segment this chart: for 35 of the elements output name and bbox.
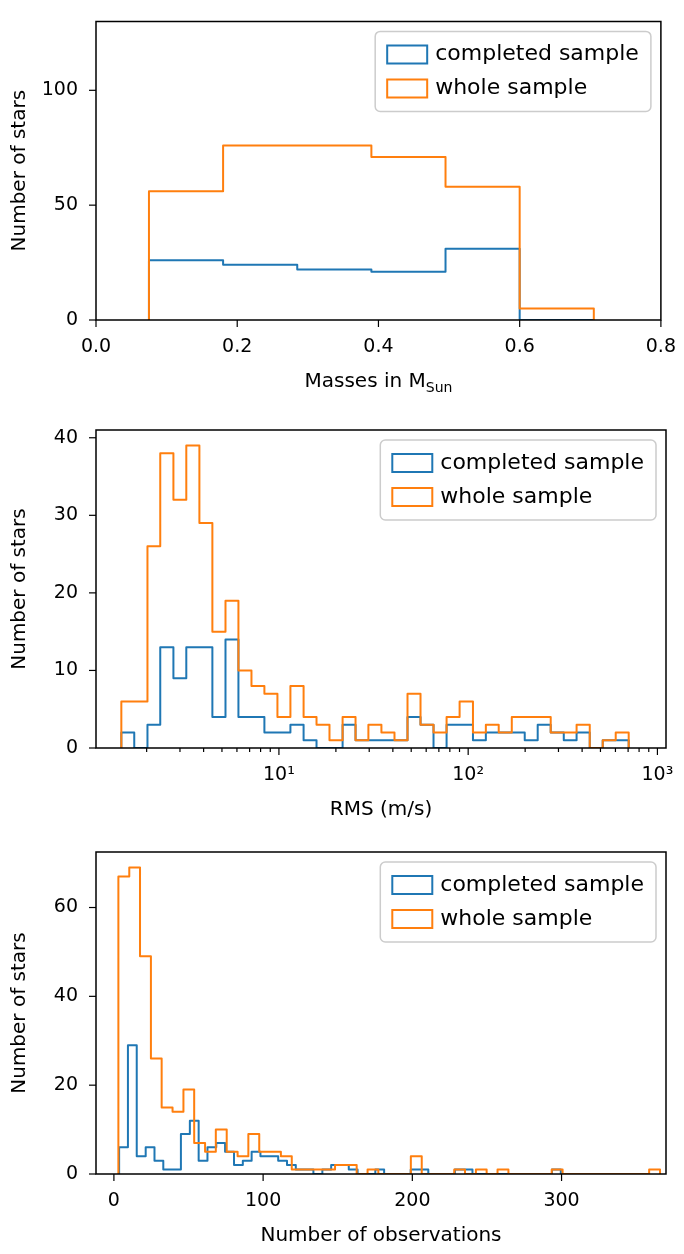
x-tick-label: 200 — [394, 1188, 431, 1211]
legend-label: whole sample — [435, 74, 588, 100]
y-tick-label: 10 — [53, 657, 78, 680]
x-tick-label: 10² — [452, 762, 485, 785]
legend-label: whole sample — [440, 482, 593, 508]
y-tick-label: 0 — [65, 1160, 78, 1183]
x-tick-label: 10³ — [641, 762, 674, 785]
x-axis-title: Number of observations — [260, 1222, 502, 1247]
y-tick-label: 50 — [53, 192, 78, 215]
legend-label: completed sample — [440, 448, 645, 474]
x-tick-label: 0 — [107, 1188, 120, 1211]
y-tick-label: 20 — [53, 1072, 78, 1095]
y-axis-title: Number of stars — [6, 932, 31, 1094]
x-tick-label: 10¹ — [263, 762, 295, 785]
y-axis-title: Number of stars — [6, 508, 31, 670]
y-tick-label: 20 — [53, 579, 78, 602]
y-tick-label: 60 — [53, 894, 78, 917]
legend-label: completed sample — [440, 870, 645, 896]
y-tick-label: 40 — [53, 424, 78, 447]
x-tick-label: 300 — [543, 1188, 580, 1211]
x-tick-label: 0.8 — [645, 334, 676, 357]
legend-label: completed sample — [435, 40, 639, 66]
y-tick-label: 0 — [65, 306, 78, 329]
x-axis-title: RMS (m/s) — [329, 796, 433, 821]
y-axis-title: Number of stars — [6, 89, 31, 252]
x-tick-label: 100 — [244, 1188, 282, 1211]
y-tick-label: 30 — [53, 502, 78, 525]
x-tick-label: 0.0 — [80, 334, 112, 357]
y-tick-label: 0 — [65, 734, 78, 757]
legend-label: whole sample — [440, 904, 593, 930]
x-tick-label: 0.6 — [504, 334, 535, 357]
x-tick-label: 0.2 — [222, 334, 253, 357]
y-tick-label: 40 — [53, 983, 78, 1006]
y-tick-label: 100 — [41, 77, 78, 100]
x-tick-label: 0.4 — [363, 334, 394, 357]
